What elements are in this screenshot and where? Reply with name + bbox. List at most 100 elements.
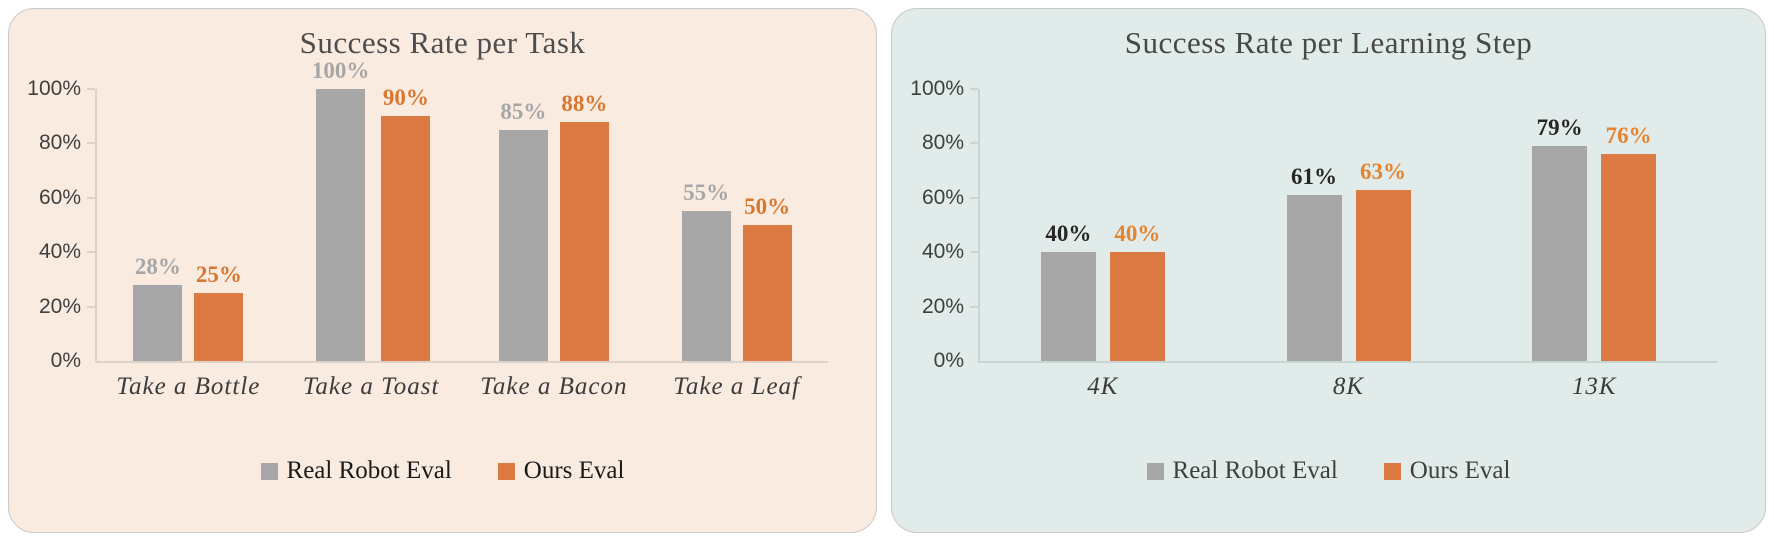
bar-value-label: 88% (561, 90, 608, 116)
plot-region: 28% 25% 100% 90% 85% 88% 55% 50% (87, 58, 828, 363)
bar-ours-eval (559, 121, 609, 361)
bar-group: 40% 40% (980, 89, 1226, 361)
bar-ours-eval (194, 293, 244, 361)
y-axis-tick (970, 196, 978, 199)
bar-group: 55% 50% (645, 89, 828, 361)
bar-value-label: 40% (1114, 221, 1161, 247)
y-axis-tick (87, 251, 95, 254)
y-axis-label: 80% (38, 131, 81, 155)
legend-label: Real Robot Eval (1172, 457, 1338, 484)
bar-real-robot-eval (133, 284, 183, 361)
bar-value-label: 85% (500, 98, 547, 124)
plot-area: 0% 20% 40% 60% 80% 100% 40% 40% 61% 63% 79% 76% (902, 77, 1717, 372)
bar-real-robot-eval (681, 211, 731, 361)
category-label: Take a Bacon (480, 373, 628, 400)
legend-swatch (1146, 462, 1164, 480)
y-axis-label: 20% (38, 294, 81, 318)
legend-label: Real Robot Eval (286, 457, 452, 484)
bar-with-label: 61% (1286, 89, 1342, 361)
bar-with-label: 76% (1601, 89, 1657, 361)
y-axis-label: 0% (933, 349, 964, 372)
y-axis-label: 0% (50, 349, 81, 372)
y-axis-label: 20% (921, 294, 964, 318)
legend-label: Ours Eval (523, 457, 625, 484)
legend-swatch (260, 462, 278, 480)
y-axis-label: 40% (38, 240, 81, 264)
chart-title: Success Rate per Task (299, 25, 586, 60)
bar-with-label: 90% (381, 85, 431, 361)
bar-value-label: 50% (744, 194, 791, 219)
legend-item: Ours Eval (1383, 457, 1511, 485)
figure-canvas: Success Rate per Task 0% 20% 40% 60% 80% 100%… (8, 8, 1766, 533)
x-axis-category-labels: Take a Bottle Take a Toast Take a Bacon Tak… (97, 373, 828, 401)
category-label: 4K (1087, 373, 1119, 400)
y-axis-tick (970, 88, 978, 90)
bar-value-label: 61% (1291, 164, 1337, 190)
bar-ours-eval (381, 116, 431, 361)
bar-with-label: 55% (681, 89, 731, 361)
bar-value-label: 28% (134, 253, 181, 279)
bar-with-label: 79% (1532, 89, 1588, 361)
legend-item: Ours Eval (497, 457, 625, 485)
y-axis-label: 40% (921, 240, 964, 264)
bar-with-label: 25% (194, 89, 244, 361)
bar-real-robot-eval (1532, 146, 1588, 361)
bar-group: 85% 88% (463, 89, 646, 361)
bar-group: 61% 63% (1226, 89, 1472, 361)
chart-title: Success Rate per Learning Step (1124, 25, 1533, 60)
legend-item: Real Robot Eval (260, 457, 452, 485)
plot-region: 40% 40% 61% 63% 79% 76% (970, 88, 1717, 363)
category-label: 8K (1332, 373, 1365, 400)
bar-ours-eval (1109, 252, 1165, 361)
legend-item: Real Robot Eval (1146, 457, 1338, 485)
y-axis-tick (970, 251, 978, 254)
bar-value-label: 79% (1536, 115, 1583, 141)
y-axis-tick (970, 142, 978, 145)
bar-with-label: 28% (133, 89, 183, 361)
legend-swatch (497, 462, 515, 480)
bar-value-label: 63% (1360, 158, 1406, 184)
bar-with-label: 40% (1040, 89, 1096, 361)
x-axis-category-labels: 4K 8K 13K (980, 373, 1717, 401)
bar-real-robot-eval (1286, 195, 1342, 361)
bar-with-label: 50% (742, 89, 792, 361)
category-label: Take a Bottle (116, 373, 261, 400)
bar-with-label: 40% (1109, 89, 1165, 361)
bar-with-label: 63% (1355, 89, 1411, 361)
bar-ours-eval (1601, 154, 1657, 361)
bar-value-label: 40% (1045, 221, 1092, 247)
bar-groups: 40% 40% 61% 63% 79% 76% (980, 89, 1717, 361)
legend-label: Ours Eval (1409, 457, 1511, 484)
bar-real-robot-eval (1040, 252, 1096, 361)
y-axis-labels: 0% 20% 40% 60% 80% 100% (19, 77, 95, 372)
y-axis-tick (87, 305, 95, 308)
bar-group: 100% 90% (280, 58, 463, 361)
y-axis-label: 80% (921, 131, 964, 155)
category-label: Take a Toast (302, 373, 440, 400)
bar-with-label: 88% (559, 89, 609, 361)
bar-value-label: 90% (382, 85, 429, 111)
category-label: 13K (1571, 373, 1617, 400)
y-axis-tick (87, 88, 95, 90)
category-label: Take a Leaf (673, 373, 800, 400)
y-axis-labels: 0% 20% 40% 60% 80% 100% (902, 77, 978, 372)
bar-real-robot-eval (316, 89, 366, 361)
x-axis-line (95, 361, 828, 363)
bar-with-label: 85% (498, 89, 548, 361)
bar-group: 79% 76% (1471, 89, 1717, 361)
bar-ours-eval (1355, 189, 1411, 361)
y-axis-label: 60% (38, 185, 81, 209)
x-axis-line (978, 361, 1717, 363)
bar-value-label: 100% (311, 58, 370, 83)
bar-groups: 28% 25% 100% 90% 85% 88% 55% 50% (97, 58, 828, 361)
bar-with-label: 100% (312, 58, 369, 361)
bar-ours-eval (742, 225, 792, 361)
y-axis-label: 100% (910, 77, 964, 100)
bar-value-label: 25% (195, 262, 242, 287)
y-axis-tick (87, 142, 95, 145)
bar-value-label: 76% (1605, 123, 1652, 149)
legend: Real Robot Eval Ours Eval (892, 457, 1765, 485)
bar-real-robot-eval (498, 129, 548, 361)
legend: Real Robot Eval Ours Eval (9, 457, 876, 485)
y-axis-label: 60% (921, 185, 964, 209)
